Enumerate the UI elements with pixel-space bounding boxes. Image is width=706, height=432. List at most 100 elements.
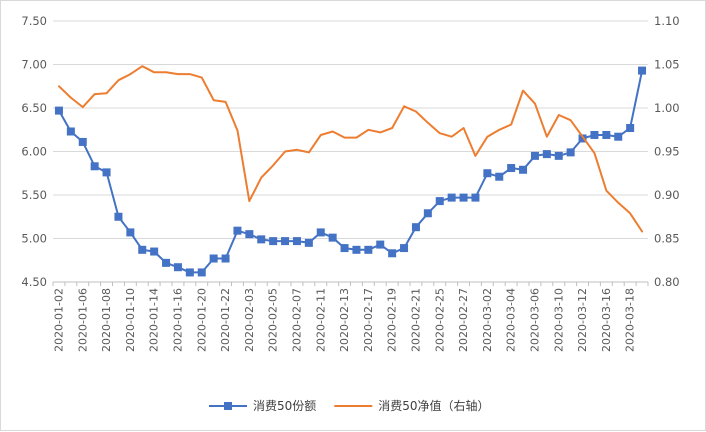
x-tick-label: 2020-03-06 bbox=[528, 288, 541, 352]
data-point-marker bbox=[364, 245, 373, 254]
data-point-marker bbox=[376, 240, 385, 249]
data-point-marker bbox=[292, 237, 301, 246]
x-tick-label: 2020-02-11 bbox=[314, 288, 327, 352]
data-point-marker bbox=[495, 172, 504, 181]
data-point-marker bbox=[304, 238, 313, 247]
x-tick-label: 2020-01-08 bbox=[100, 288, 113, 352]
data-point-marker bbox=[138, 245, 147, 254]
legend: 消费50份额 消费50净值（右轴） bbox=[209, 398, 490, 413]
data-point-marker bbox=[388, 249, 397, 258]
data-point-marker bbox=[221, 254, 230, 263]
data-point-marker bbox=[626, 124, 635, 133]
right-y-tick-label: 0.90 bbox=[654, 188, 680, 202]
data-point-marker bbox=[197, 268, 206, 277]
data-point-marker bbox=[173, 263, 182, 272]
data-point-marker bbox=[471, 193, 480, 202]
data-point-marker bbox=[233, 226, 242, 235]
data-point-marker bbox=[54, 106, 63, 115]
data-point-marker bbox=[459, 193, 468, 202]
x-tick-label: 2020-02-05 bbox=[267, 288, 280, 352]
data-point-marker bbox=[447, 193, 456, 202]
series-layer bbox=[54, 65, 647, 277]
data-point-marker bbox=[423, 209, 432, 218]
x-tick-label: 2020-01-22 bbox=[219, 288, 232, 352]
series-line-1 bbox=[58, 65, 644, 233]
right-y-tick-label: 0.95 bbox=[654, 145, 680, 159]
x-axis-ticks: 2020-01-02 2020-01-06 2020-01-08 2020-01-10… bbox=[52, 288, 636, 352]
data-point-marker bbox=[554, 151, 563, 160]
data-point-marker bbox=[328, 233, 337, 242]
data-point-marker bbox=[162, 258, 171, 267]
data-point-marker bbox=[209, 254, 218, 263]
data-point-marker bbox=[316, 228, 325, 237]
data-point-marker bbox=[185, 268, 194, 277]
data-point-marker bbox=[245, 230, 254, 239]
data-point-marker bbox=[483, 169, 492, 178]
x-tick-label: 2020-03-02 bbox=[481, 288, 494, 352]
data-point-marker bbox=[281, 237, 290, 246]
legend-swatch-marker bbox=[224, 402, 232, 410]
left-y-tick-label: 5.00 bbox=[21, 232, 47, 246]
data-point-marker bbox=[542, 150, 551, 159]
x-tick-label: 2020-01-14 bbox=[148, 288, 161, 352]
x-tick-label: 2020-03-04 bbox=[505, 288, 518, 352]
data-point-marker bbox=[66, 127, 75, 136]
x-tick-label: 2020-03-10 bbox=[552, 288, 565, 352]
axes bbox=[52, 281, 649, 286]
x-tick-label: 2020-01-20 bbox=[195, 288, 208, 352]
left-y-tick-label: 7.00 bbox=[21, 58, 47, 72]
x-tick-label: 2020-03-16 bbox=[600, 288, 613, 352]
left-y-tick-label: 6.00 bbox=[21, 145, 47, 159]
x-tick-label: 2020-02-25 bbox=[433, 288, 446, 352]
right-y-tick-label: 0.85 bbox=[654, 232, 680, 246]
data-point-marker bbox=[519, 165, 528, 174]
data-point-marker bbox=[578, 134, 587, 143]
x-tick-label: 2020-02-27 bbox=[457, 288, 470, 352]
data-point-marker bbox=[590, 130, 599, 139]
legend-label: 消费50份额 bbox=[253, 399, 316, 413]
data-point-marker bbox=[530, 151, 539, 160]
data-point-marker bbox=[638, 66, 647, 75]
legend-label: 消费50净值（右轴） bbox=[378, 398, 489, 413]
data-point-marker bbox=[150, 247, 159, 256]
data-point-marker bbox=[269, 237, 278, 246]
x-tick-label: 2020-02-21 bbox=[409, 288, 422, 352]
left-y-tick-label: 7.50 bbox=[21, 14, 47, 28]
x-tick-label: 2020-03-12 bbox=[576, 288, 589, 352]
x-tick-label: 2020-02-07 bbox=[290, 288, 303, 352]
data-point-marker bbox=[411, 223, 420, 232]
data-point-marker bbox=[126, 228, 135, 237]
right-y-tick-label: 1.00 bbox=[654, 101, 680, 115]
data-point-marker bbox=[90, 162, 99, 171]
right-y-axis-ticks: 0.80 0.85 0.90 0.95 1.00 1.05 1.10 bbox=[654, 14, 680, 289]
right-y-tick-label: 1.10 bbox=[654, 14, 680, 28]
data-point-marker bbox=[602, 130, 611, 139]
left-y-axis-ticks: 4.50 5.00 5.50 6.00 6.50 7.00 7.50 bbox=[21, 14, 47, 289]
data-point-marker bbox=[102, 168, 111, 177]
series-line-0 bbox=[58, 69, 644, 274]
x-tick-label: 2020-01-10 bbox=[124, 288, 137, 352]
right-y-tick-label: 0.80 bbox=[654, 275, 680, 289]
x-tick-label: 2020-03-18 bbox=[624, 288, 637, 352]
data-point-marker bbox=[114, 212, 123, 221]
x-tick-label: 2020-01-16 bbox=[171, 288, 184, 352]
data-point-marker bbox=[352, 245, 361, 254]
x-tick-label: 2020-02-03 bbox=[243, 288, 256, 352]
gridlines bbox=[53, 20, 648, 239]
x-tick-label: 2020-02-19 bbox=[386, 288, 399, 352]
data-point-marker bbox=[566, 148, 575, 157]
data-point-marker bbox=[507, 164, 516, 173]
left-y-tick-label: 6.50 bbox=[21, 101, 47, 115]
left-y-tick-label: 5.50 bbox=[21, 188, 47, 202]
right-y-tick-label: 1.05 bbox=[654, 58, 680, 72]
x-tick-label: 2020-01-06 bbox=[76, 288, 89, 352]
data-point-marker bbox=[257, 235, 266, 244]
data-point-marker bbox=[614, 132, 623, 141]
x-tick-label: 2020-02-13 bbox=[338, 288, 351, 352]
data-point-marker bbox=[400, 244, 409, 253]
data-point-marker bbox=[78, 137, 87, 146]
data-point-marker bbox=[340, 244, 349, 253]
left-y-tick-label: 4.50 bbox=[21, 275, 47, 289]
